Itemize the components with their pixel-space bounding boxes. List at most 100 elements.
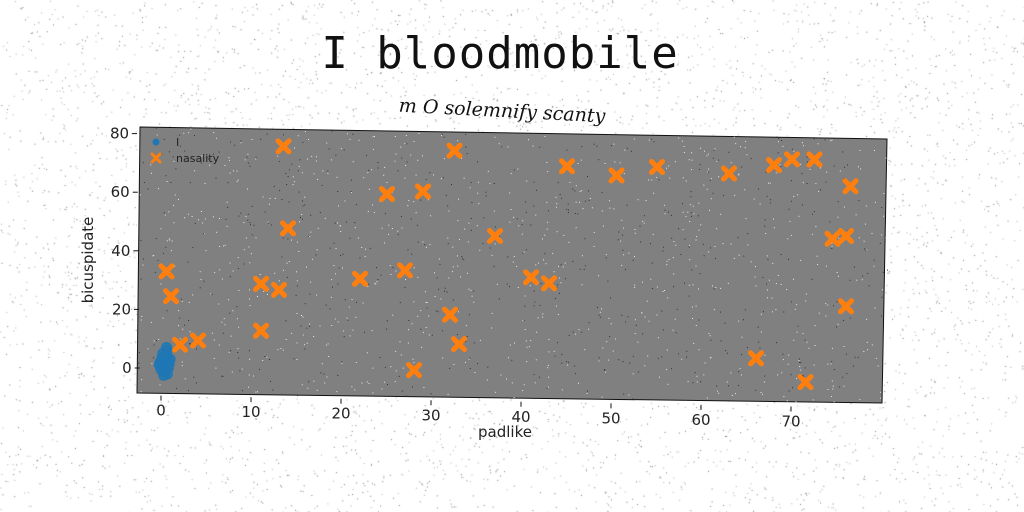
noise-dot bbox=[310, 214, 312, 216]
noise-dot bbox=[579, 190, 581, 192]
x-tick-label: 0 bbox=[156, 402, 166, 420]
noise-dot bbox=[139, 194, 141, 196]
noise-dot bbox=[430, 215, 432, 217]
noise-dot bbox=[229, 312, 231, 314]
noise-dot bbox=[741, 354, 743, 356]
noise-dot bbox=[301, 315, 302, 316]
noise-dot bbox=[463, 177, 465, 179]
noise-dot bbox=[644, 365, 646, 367]
legend-marker-nasality bbox=[150, 152, 162, 164]
noise-dot bbox=[321, 185, 323, 186]
noise-dot bbox=[363, 177, 365, 179]
noise-dot bbox=[434, 272, 435, 274]
noise-dot bbox=[309, 236, 311, 237]
noise-dot bbox=[802, 375, 803, 376]
noise-dot bbox=[229, 276, 231, 278]
noise-dot bbox=[720, 340, 722, 342]
noise-dot bbox=[759, 347, 761, 349]
noise-dot bbox=[709, 179, 711, 181]
noise-dot bbox=[883, 193, 885, 194]
noise-dot bbox=[863, 351, 865, 352]
noise-dot bbox=[557, 182, 559, 184]
noise-dot bbox=[232, 310, 234, 312]
noise-dot bbox=[513, 397, 515, 398]
noise-dot bbox=[264, 356, 266, 357]
noise-dot bbox=[857, 357, 859, 358]
noise-dot bbox=[140, 239, 142, 241]
noise-dot bbox=[725, 350, 727, 352]
noise-dot bbox=[277, 349, 279, 351]
noise-dot bbox=[238, 290, 240, 291]
noise-dot bbox=[782, 359, 784, 361]
noise-dot bbox=[716, 390, 718, 392]
noise-dot bbox=[142, 162, 144, 164]
noise-dot bbox=[672, 329, 674, 331]
noise-dot bbox=[320, 372, 322, 374]
noise-dot bbox=[533, 181, 535, 183]
noise-dot bbox=[861, 279, 863, 281]
noise-dot bbox=[668, 165, 670, 167]
noise-dot bbox=[500, 374, 502, 376]
noise-dot bbox=[831, 139, 833, 141]
noise-dot bbox=[267, 221, 269, 223]
noise-dot bbox=[395, 153, 397, 155]
noise-dot bbox=[308, 381, 310, 383]
noise-dot bbox=[523, 384, 525, 386]
noise-dot bbox=[598, 159, 600, 161]
noise-dot bbox=[672, 257, 674, 259]
noise-dot bbox=[214, 272, 216, 274]
noise-dot bbox=[574, 365, 576, 367]
noise-dot bbox=[381, 388, 383, 390]
noise-dot bbox=[410, 218, 412, 220]
noise-dot bbox=[766, 283, 768, 285]
noise-dot bbox=[299, 159, 301, 161]
noise-dot bbox=[236, 306, 238, 308]
noise-dot bbox=[448, 277, 450, 279]
noise-dot bbox=[542, 316, 543, 318]
noise-dot bbox=[387, 384, 388, 386]
noise-dot bbox=[713, 309, 715, 311]
noise-dot bbox=[182, 328, 184, 330]
noise-dot bbox=[371, 330, 373, 332]
noise-dot bbox=[337, 222, 338, 224]
noise-dot bbox=[568, 334, 570, 336]
noise-dot bbox=[539, 376, 541, 378]
noise-dot bbox=[407, 205, 409, 207]
noise-dot bbox=[263, 291, 265, 292]
noise-dot bbox=[198, 219, 199, 221]
noise-dot bbox=[555, 305, 557, 307]
noise-dot bbox=[249, 165, 251, 167]
noise-dot bbox=[693, 342, 695, 344]
noise-dot bbox=[203, 280, 205, 282]
noise-dot bbox=[634, 333, 636, 334]
noise-dot bbox=[215, 137, 217, 139]
noise-dot bbox=[621, 264, 623, 266]
noise-dot bbox=[164, 214, 166, 216]
noise-dot bbox=[155, 238, 157, 240]
noise-dot bbox=[188, 301, 190, 303]
data-point-nasality bbox=[842, 178, 859, 195]
y-tick-label: 80 bbox=[110, 125, 129, 143]
noise-dot bbox=[371, 169, 373, 171]
noise-dot bbox=[344, 200, 346, 202]
noise-dot bbox=[326, 142, 328, 144]
noise-dot bbox=[525, 211, 527, 213]
noise-dot bbox=[467, 272, 468, 274]
noise-dot bbox=[439, 263, 441, 265]
noise-dot bbox=[188, 390, 189, 392]
noise-dot bbox=[251, 234, 253, 236]
noise-dot bbox=[257, 391, 258, 393]
noise-dot bbox=[738, 371, 740, 373]
noise-dot bbox=[628, 252, 630, 254]
noise-dot bbox=[831, 361, 833, 363]
noise-dot bbox=[426, 307, 428, 309]
noise-dot bbox=[255, 391, 257, 393]
noise-dot bbox=[247, 153, 249, 155]
noise-dot bbox=[464, 228, 466, 230]
noise-dot bbox=[548, 351, 550, 353]
noise-dot bbox=[247, 188, 248, 190]
noise-dot bbox=[874, 307, 876, 309]
noise-dot bbox=[248, 374, 250, 376]
noise-dot bbox=[170, 181, 172, 183]
noise-dot bbox=[675, 332, 677, 334]
